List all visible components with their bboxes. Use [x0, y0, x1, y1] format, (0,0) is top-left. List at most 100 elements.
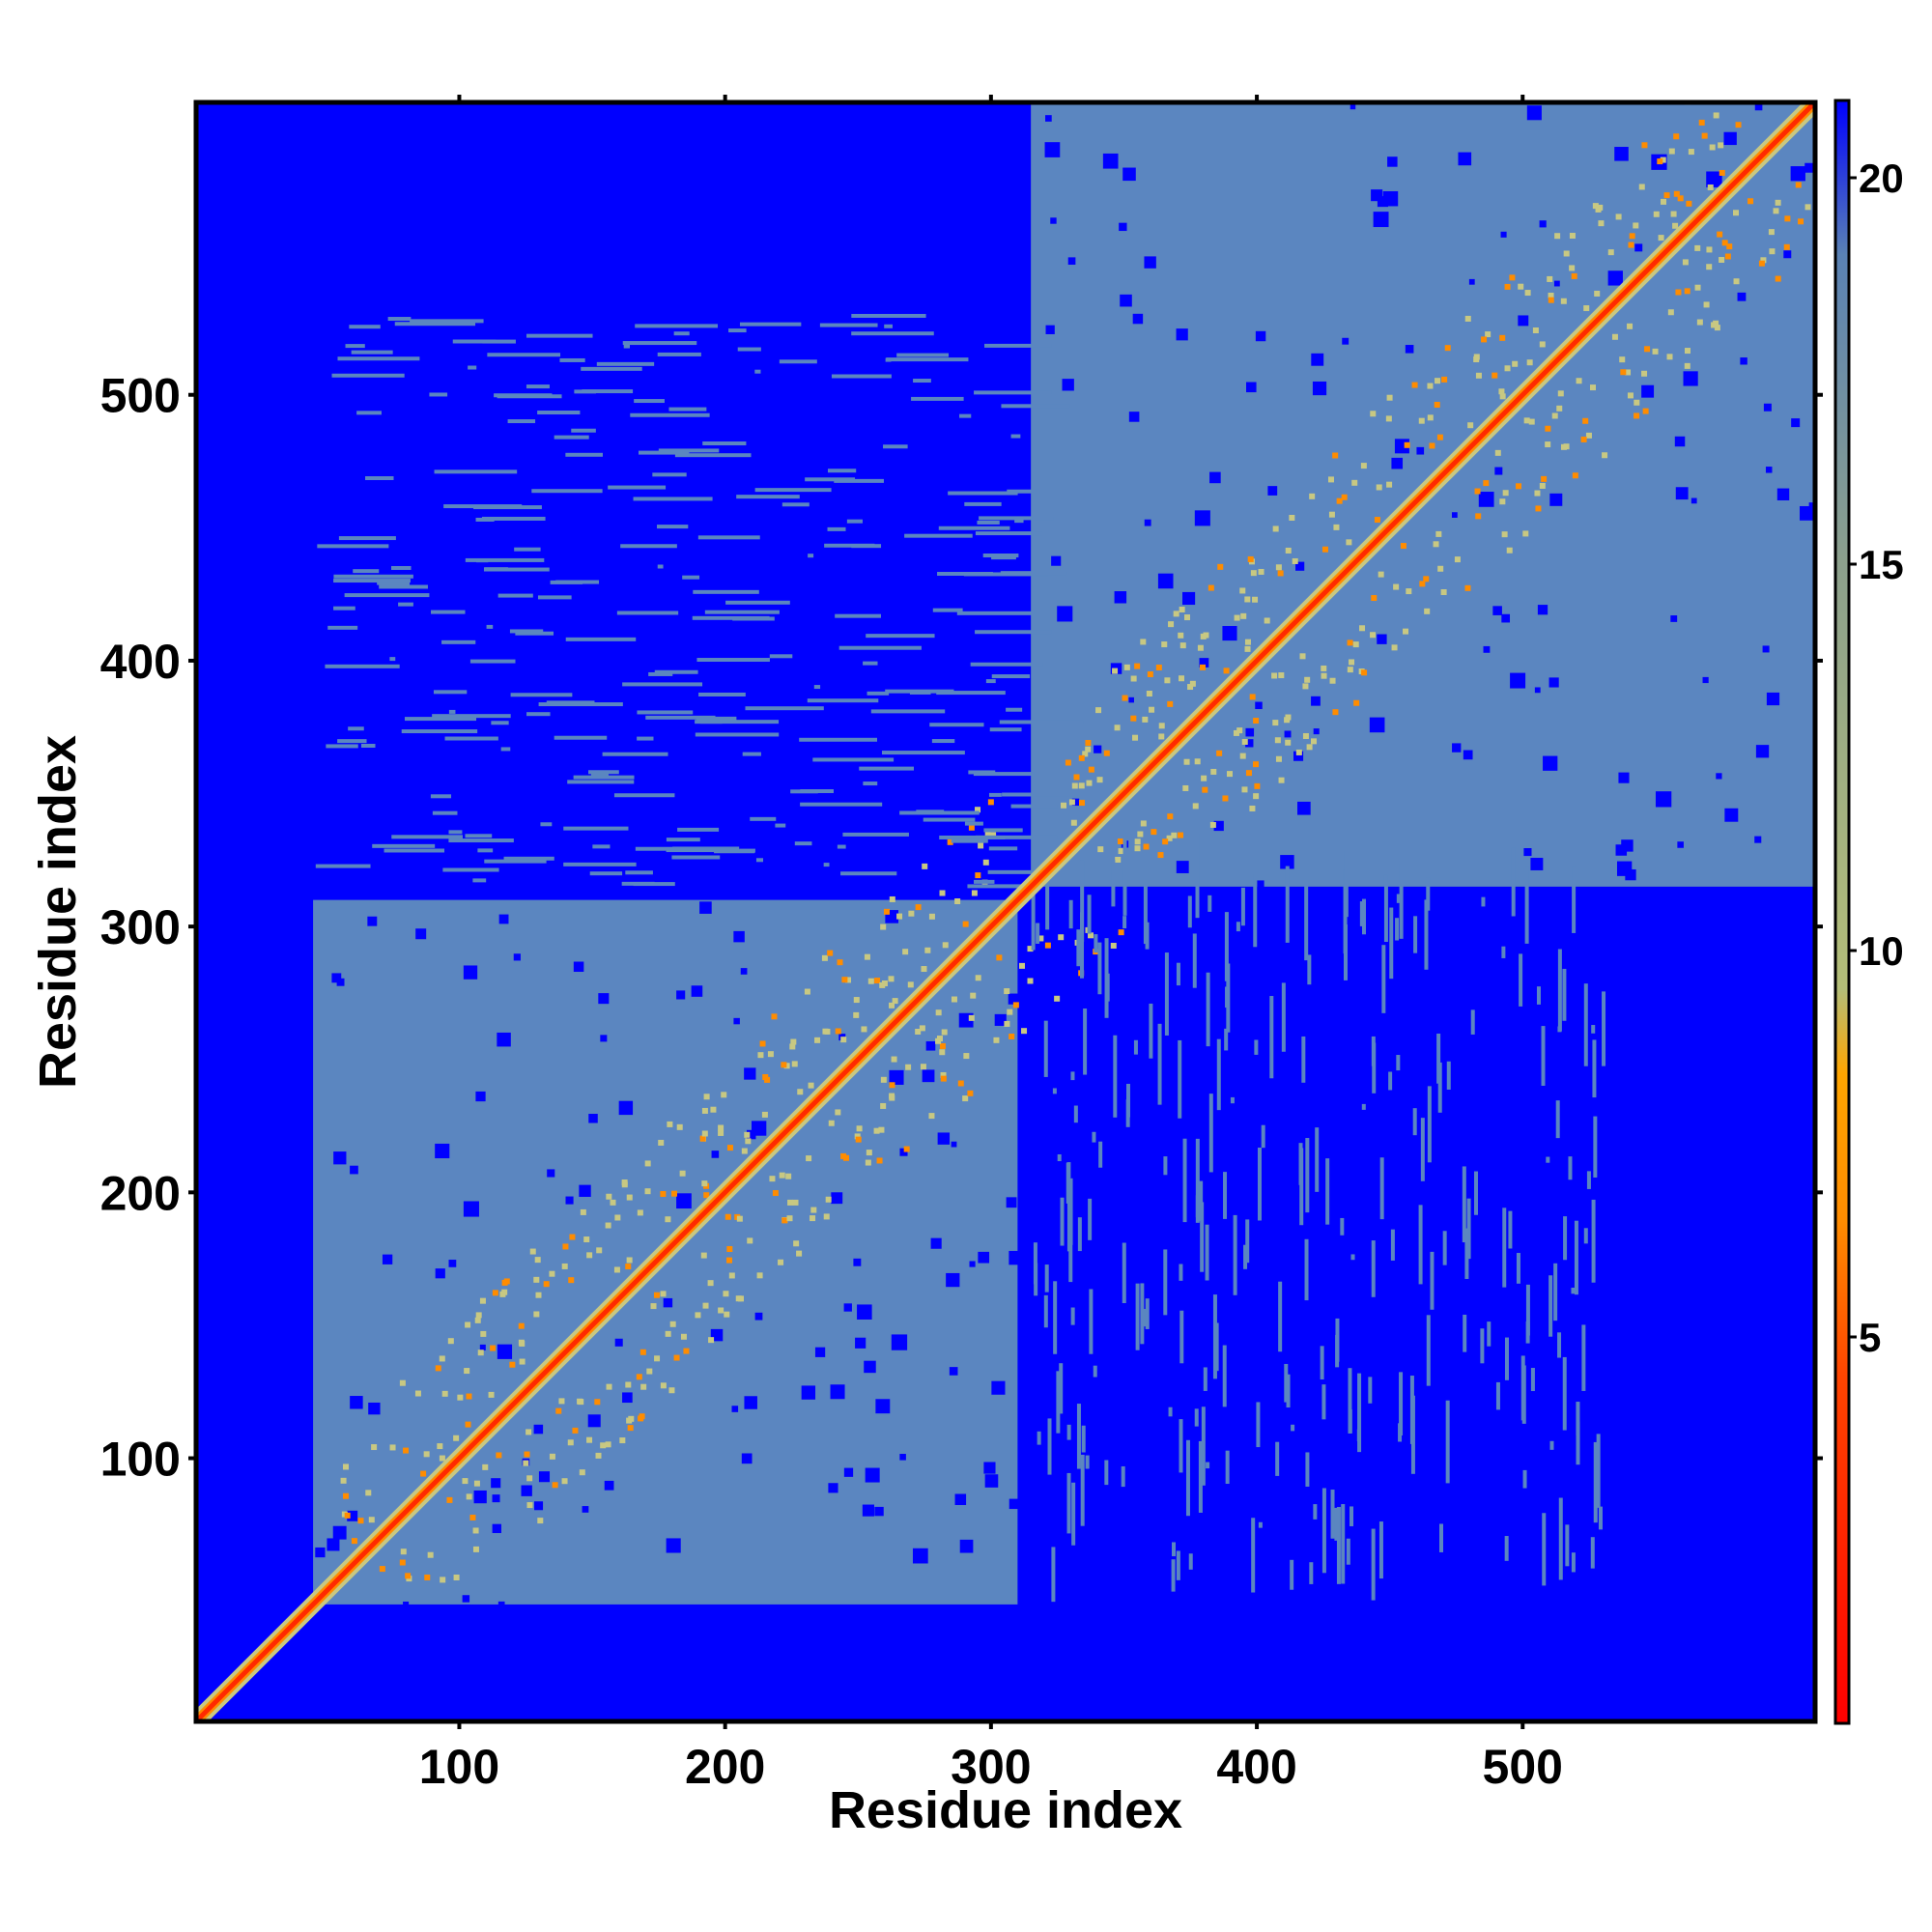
heatmap-cell: [660, 1382, 667, 1389]
heatmap-cell: [1132, 313, 1144, 325]
heatmap-cell: [669, 1321, 676, 1327]
heatmap-cell: [1096, 777, 1103, 783]
heatmap-cell: [1655, 791, 1672, 808]
heatmap-cell: [1255, 701, 1263, 710]
heatmap-cell: [343, 1492, 350, 1499]
heatmap-cell: [947, 838, 953, 845]
heatmap-cell: [1483, 480, 1490, 487]
heatmap-cell: [1368, 1377, 1373, 1404]
heatmap-cell: [1257, 1148, 1262, 1221]
heatmap-cell: [1698, 119, 1705, 126]
heatmap-cell: [524, 1451, 530, 1458]
heatmap-cell: [1560, 298, 1567, 304]
heatmap-cell: [577, 1398, 583, 1405]
heatmap-cell: [526, 712, 551, 717]
heatmap-cell: [613, 1266, 620, 1273]
heatmap-cell: [772, 1190, 779, 1197]
heatmap-cell: [571, 428, 596, 433]
heatmap-cell: [1548, 677, 1559, 688]
heatmap-cell: [315, 864, 371, 868]
heatmap-cell: [1179, 1310, 1184, 1364]
heatmap-cell: [325, 664, 400, 668]
heatmap-cell: [1592, 203, 1599, 210]
heatmap-cell: [703, 1094, 710, 1100]
heatmap-cell: [876, 1157, 883, 1164]
heatmap-cell: [1118, 929, 1124, 936]
heatmap-cell: [1416, 446, 1425, 455]
heatmap-cell: [1070, 1307, 1075, 1325]
heatmap-cell: [854, 1133, 861, 1140]
heatmap-cell: [432, 810, 458, 815]
heatmap-cell: [1404, 441, 1410, 448]
heatmap-cell: [1553, 280, 1560, 287]
heatmap-cell: [1143, 843, 1150, 850]
heatmap-cell: [1336, 497, 1343, 504]
heatmap-cell: [500, 747, 511, 752]
heatmap-cell: [549, 1270, 555, 1277]
heatmap-cell: [823, 863, 830, 867]
heatmap-cell: [948, 491, 1018, 496]
heatmap-cell: [1672, 222, 1679, 229]
heatmap-cell: [806, 1155, 812, 1162]
heatmap-cell: [1542, 1513, 1547, 1586]
heatmap-cell: [863, 781, 878, 786]
heatmap-cell: [738, 1295, 745, 1302]
heatmap-cell: [1027, 946, 1034, 952]
heatmap-cell: [1080, 912, 1085, 979]
heatmap-cell: [483, 567, 550, 572]
heatmap-cell: [940, 1075, 947, 1082]
heatmap-cell: [382, 1254, 393, 1264]
heatmap-cell: [1216, 750, 1223, 756]
heatmap-cell: [622, 682, 703, 687]
heatmap-cell: [1292, 557, 1298, 564]
heatmap-cell: [1361, 898, 1366, 935]
heatmap-cell: [1451, 512, 1458, 518]
heatmap-cell: [827, 526, 846, 531]
heatmap-cell: [1167, 813, 1174, 820]
heatmap-cell: [614, 1338, 623, 1347]
heatmap-cell: [1052, 1088, 1057, 1094]
heatmap-cell: [605, 1441, 611, 1448]
heatmap-cell: [434, 469, 518, 474]
heatmap-cell: [535, 1292, 542, 1298]
colorbar-tick-label: 5: [1859, 1315, 1881, 1360]
heatmap-cell: [558, 1398, 565, 1405]
heatmap-cell: [404, 717, 477, 722]
heatmap-cell: [1532, 327, 1539, 334]
heatmap-cell: [482, 339, 516, 344]
heatmap-cell: [1065, 759, 1071, 766]
heatmap-cell: [737, 347, 761, 352]
heatmap-cell: [1114, 724, 1121, 731]
heatmap-cell: [1278, 672, 1285, 679]
heatmap-cell: [756, 1272, 763, 1279]
heatmap-cell: [761, 1111, 768, 1118]
heatmap-cell: [1494, 467, 1503, 475]
heatmap-cell: [327, 1538, 340, 1551]
heatmap-cell: [1122, 167, 1136, 182]
heatmap-cell: [518, 1322, 525, 1329]
heatmap-cell: [519, 1340, 526, 1347]
heatmap-cell: [623, 344, 631, 349]
heatmap-cell: [1128, 412, 1140, 422]
heatmap-cell: [583, 1236, 590, 1243]
heatmap-cell: [1194, 510, 1210, 526]
heatmap-cell: [1495, 1381, 1500, 1410]
heatmap-cell: [1516, 483, 1522, 490]
heatmap-cell: [707, 1280, 714, 1287]
heatmap-cell: [799, 737, 878, 742]
heatmap-cell: [696, 658, 770, 663]
heatmap-cell: [639, 1413, 645, 1420]
heatmap-cell: [469, 659, 516, 664]
heatmap-cell: [1372, 1042, 1377, 1094]
heatmap-cell: [1547, 275, 1553, 282]
heatmap-cell: [592, 844, 611, 849]
heatmap-cell: [1053, 1281, 1058, 1354]
heatmap-cell: [1675, 487, 1689, 500]
heatmap-cell: [1569, 265, 1576, 271]
diagonal-band-core: [196, 102, 1815, 1721]
heatmap-cell: [1264, 617, 1270, 624]
heatmap-cell: [1576, 1421, 1580, 1465]
heatmap-cell: [1158, 723, 1165, 729]
heatmap-cell: [587, 1414, 601, 1428]
heatmap-cell: [1721, 83, 1727, 89]
